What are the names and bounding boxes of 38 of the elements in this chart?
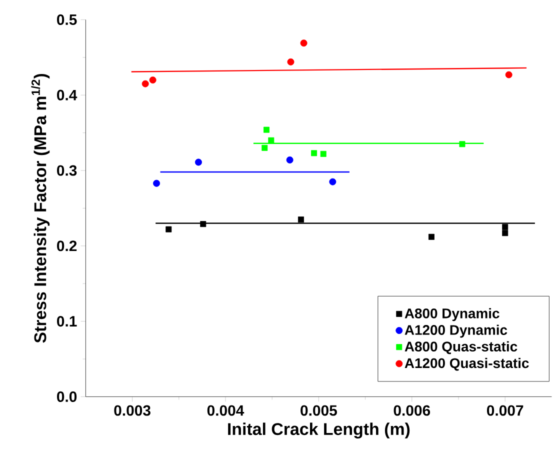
x-tick-label: 0.005 (300, 405, 337, 416)
x-tick-label: 0.004 (207, 405, 244, 416)
point (200, 221, 206, 228)
y-tick-label: 0.2 (57, 240, 77, 252)
legend-label: A800 Quas-static (404, 341, 518, 354)
point (329, 178, 336, 186)
point (502, 230, 508, 236)
legend-label: A1200 Quasi-static (404, 358, 529, 371)
x-axis-title: Inital Crack Length (m) (228, 422, 410, 439)
point (505, 71, 512, 78)
point (268, 137, 274, 144)
y-tick-label: 0.3 (57, 165, 77, 176)
point (311, 150, 318, 156)
point (428, 234, 434, 240)
y-tick-label: 0.4 (57, 90, 78, 100)
point (300, 40, 308, 47)
point (320, 150, 326, 157)
point (502, 224, 508, 230)
x-tick-label: 0.007 (487, 405, 524, 416)
x-tick-label: 0.006 (394, 405, 430, 416)
legend-label: A1200 Dynamic (404, 324, 508, 338)
point (166, 226, 172, 232)
y-tick-label: 0.5 (57, 14, 77, 25)
y-tick-label: 0.0 (57, 391, 77, 402)
point (264, 126, 270, 133)
point (459, 141, 466, 148)
y-axis-title: Stress Intensity Factor (MPa m$^{1/2}$) (31, 74, 50, 343)
point (142, 80, 149, 88)
point (287, 58, 294, 66)
x-tick-label: 0.003 (114, 405, 150, 416)
point (286, 156, 294, 164)
point (262, 144, 268, 151)
point (298, 216, 304, 222)
point (149, 76, 156, 84)
legend-label: A800 Dynamic (404, 308, 500, 322)
point (153, 180, 160, 187)
y-tick-label: 0.1 (57, 316, 77, 327)
point (194, 158, 202, 166)
